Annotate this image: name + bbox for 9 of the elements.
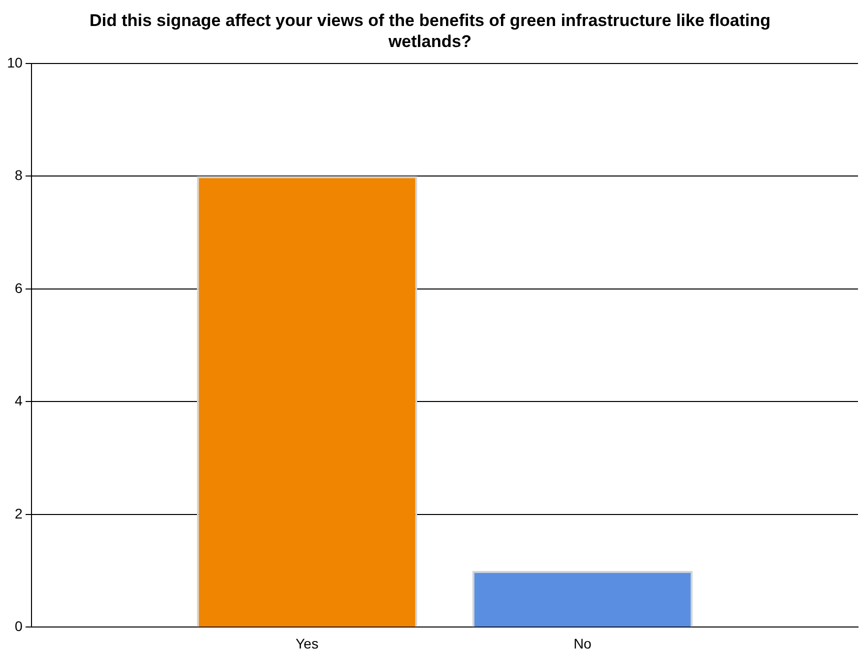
y-tick-label: 2 [14, 505, 23, 522]
y-tick-label: 4 [14, 392, 23, 409]
y-tick-label: 6 [14, 280, 23, 296]
x-tick-label: Yes [296, 635, 318, 652]
x-tick-label: No [574, 635, 592, 652]
y-tick-label: 0 [14, 618, 23, 634]
y-tick-label: 8 [14, 167, 23, 184]
chart-title: Did this signage affect your views of the benefits of green infrastructure like floating wetlands? [88, 10, 772, 52]
y-tick-label: 10 [6, 54, 23, 70]
